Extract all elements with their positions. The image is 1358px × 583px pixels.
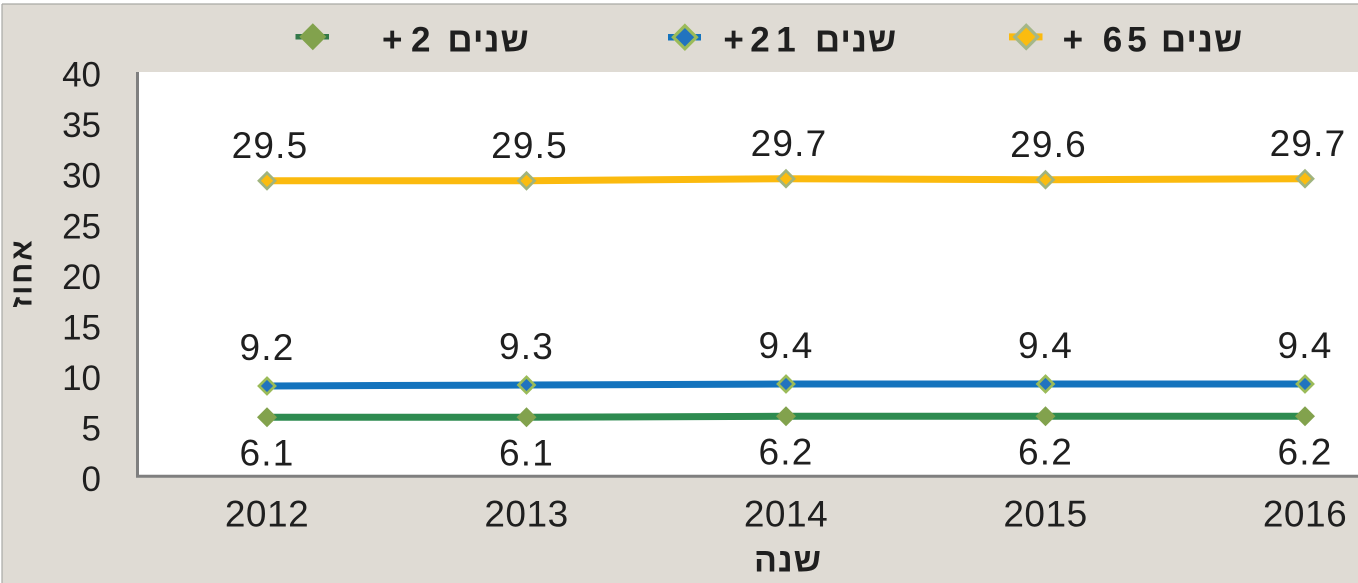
svg-text:29.5: 29.5 [491,125,568,166]
svg-text:9.4: 9.4 [1018,325,1073,366]
svg-text:9.4: 9.4 [1277,325,1332,366]
svg-text:5: 5 [82,409,101,448]
svg-text:+21: +21 [723,20,802,59]
svg-text:6.2: 6.2 [1018,432,1073,473]
svg-text:35: 35 [62,106,101,145]
svg-text:29.5: 29.5 [232,125,309,166]
svg-text:2016: 2016 [1263,494,1347,535]
svg-text:25: 25 [62,207,101,246]
svg-text:30: 30 [62,157,101,196]
svg-text:שנה: שנה [754,542,822,580]
svg-text:6.1: 6.1 [239,433,294,474]
svg-text:2012: 2012 [225,494,309,535]
svg-text:2015: 2015 [1003,494,1087,535]
svg-text:שנים: שנים [1161,20,1243,59]
svg-text:29.6: 29.6 [1010,124,1087,165]
svg-text:15: 15 [62,308,101,347]
svg-text:9.2: 9.2 [239,327,294,368]
svg-text:9.3: 9.3 [499,326,554,367]
svg-text:6.2: 6.2 [1277,432,1332,473]
svg-text:29.7: 29.7 [1270,123,1347,164]
svg-text:6.1: 6.1 [499,433,554,474]
svg-text:+ 65: + 65 [1063,20,1152,59]
svg-text:2013: 2013 [484,494,568,535]
svg-text:0: 0 [82,460,101,499]
svg-text:שנים: שנים [815,20,897,59]
svg-text:9.4: 9.4 [758,325,813,366]
svg-text:2014: 2014 [744,494,828,535]
svg-text:6.2: 6.2 [758,432,813,473]
svg-text:20: 20 [62,258,101,297]
svg-text:29.7: 29.7 [751,123,828,164]
svg-text:שנים: שנים [447,20,529,59]
svg-text:10: 10 [62,359,101,398]
svg-text:40: 40 [62,56,101,95]
svg-text:+2: +2 [382,20,439,59]
svg-text:אחוז: אחוז [6,238,39,307]
